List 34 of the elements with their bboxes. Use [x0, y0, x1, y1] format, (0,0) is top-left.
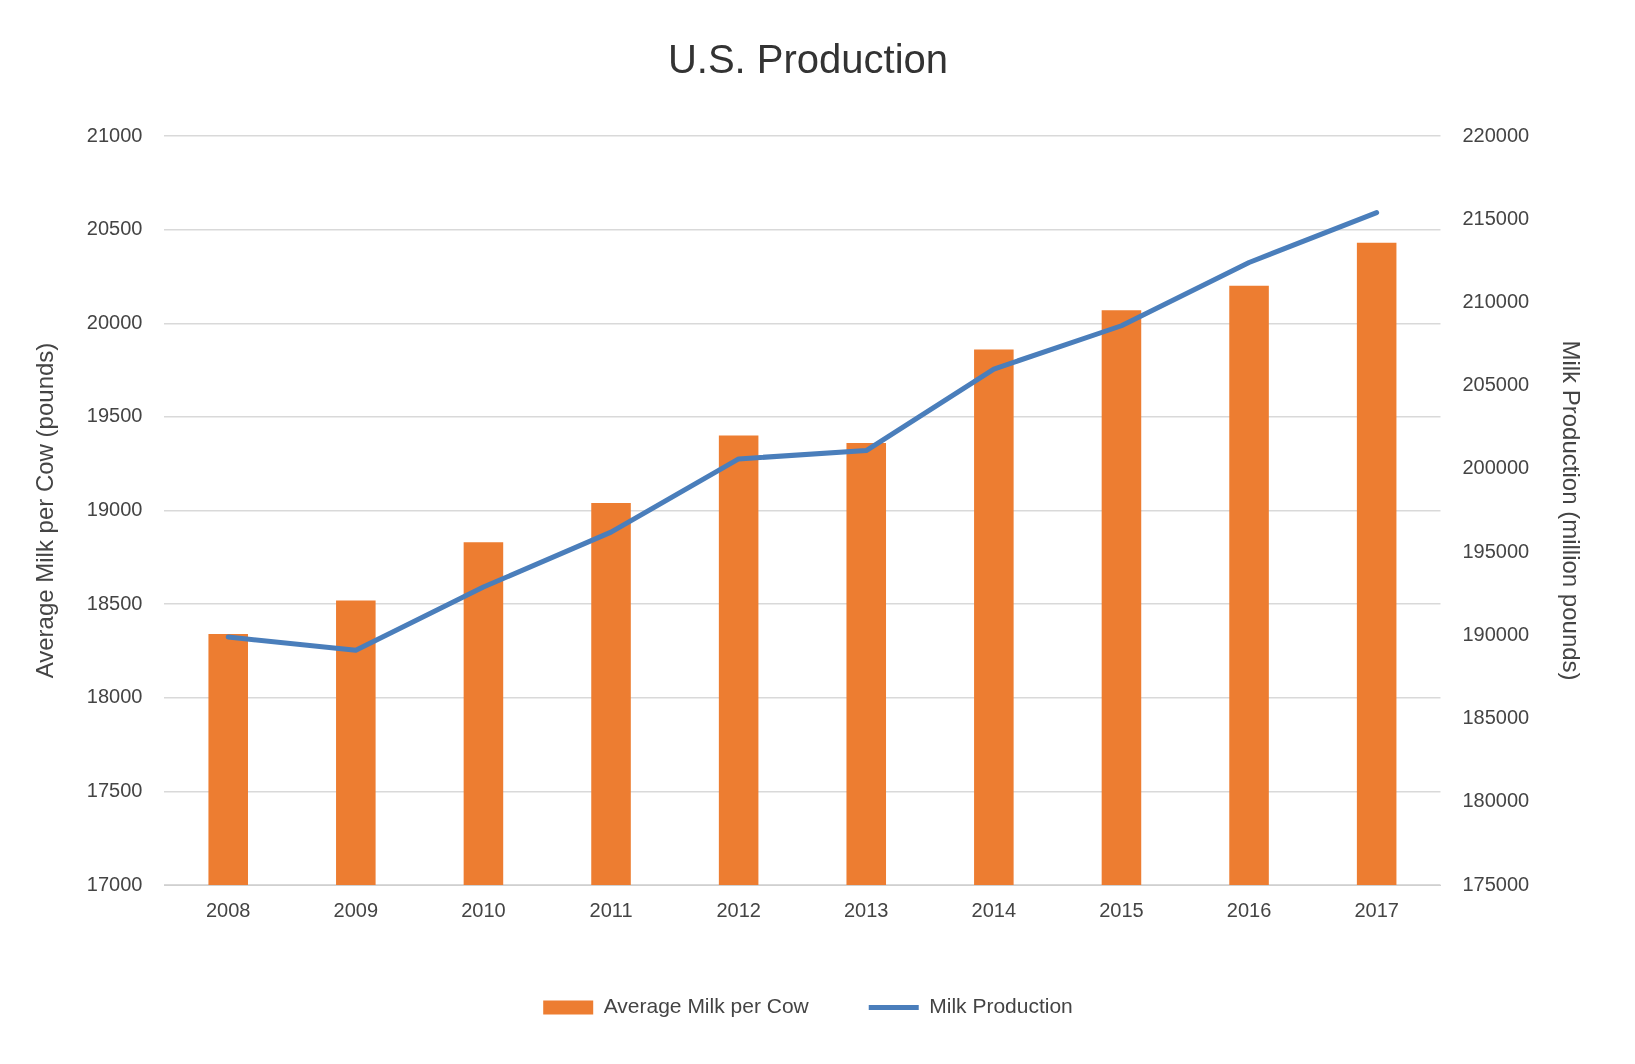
y2-tick-label: 190000	[1462, 622, 1530, 645]
x-tick-label: 2016	[1226, 898, 1272, 921]
y2-tick-label: 210000	[1462, 289, 1530, 312]
y-tick-label: 18500	[86, 591, 143, 614]
y-tick-label: 20000	[86, 310, 143, 333]
legend-label: Average Milk per Cow	[603, 994, 810, 1018]
y2-tick-label: 175000	[1462, 872, 1530, 895]
y-tick-label: 19000	[86, 498, 143, 521]
y2-tick-label: 180000	[1462, 789, 1530, 812]
y-tick-label: 21000	[86, 123, 143, 146]
x-tick-label: 2013	[843, 898, 889, 921]
x-tick-label: 2015	[1099, 898, 1144, 921]
y2-tick-label: 185000	[1462, 706, 1530, 729]
x-tick-label: 2011	[589, 898, 633, 921]
y-tick-label: 20500	[86, 217, 143, 240]
y2-tick-label: 220000	[1462, 123, 1530, 146]
x-tick-label: 2009	[333, 898, 379, 921]
y-tick-label: 17000	[86, 872, 143, 895]
x-tick-label: 2014	[971, 898, 1017, 921]
y2-tick-label: 215000	[1462, 206, 1530, 229]
legend-label: Milk Production	[929, 994, 1073, 1018]
x-tick-label: 2010	[461, 898, 506, 921]
y2-axis-title: Milk Production (million pounds)	[1557, 340, 1585, 681]
y2-tick-label: 195000	[1462, 539, 1530, 562]
y2-tick-label: 200000	[1462, 456, 1530, 479]
chart-title: U.S. Production	[667, 37, 949, 82]
x-tick-label: 2017	[1354, 898, 1399, 921]
x-tick-label: 2008	[205, 898, 251, 921]
y-axis-title: Average Milk per Cow (pounds)	[31, 342, 59, 679]
y-tick-label: 18000	[86, 685, 143, 708]
y-tick-label: 19500	[86, 404, 143, 427]
y-tick-label: 17500	[86, 778, 143, 801]
y2-tick-label: 205000	[1462, 373, 1530, 396]
x-tick-label: 2012	[716, 898, 761, 921]
